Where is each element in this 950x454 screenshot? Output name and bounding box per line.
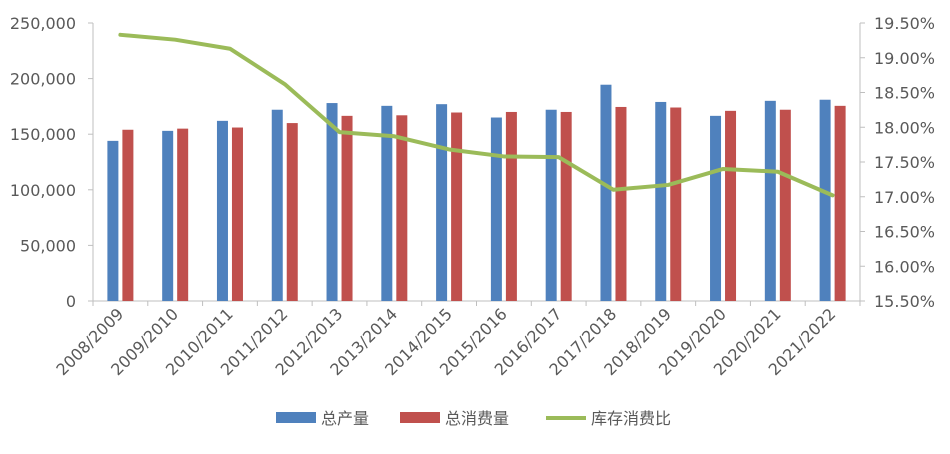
- bar-consumption: [451, 112, 463, 302]
- line-point: [229, 48, 231, 50]
- line-point: [119, 34, 121, 36]
- y-right-tick-label: 18.50%: [874, 84, 935, 103]
- line-point: [667, 184, 669, 186]
- line-point: [558, 156, 560, 158]
- legend-label-1: 总消费量: [445, 409, 509, 428]
- bar-production: [381, 105, 393, 302]
- y-right-tick-label: 16.00%: [874, 257, 935, 276]
- line-point: [448, 148, 450, 150]
- line-point: [722, 168, 724, 170]
- y-left-tick-label: 0: [66, 292, 76, 311]
- y-right-tick-label: 16.50%: [874, 223, 935, 242]
- bar-production: [710, 115, 722, 302]
- bar-consumption: [560, 111, 572, 302]
- bar-production: [764, 100, 776, 301]
- bar-consumption: [505, 111, 517, 302]
- bar-production: [271, 109, 283, 302]
- bar-consumption: [670, 107, 682, 302]
- y-left-tick-label: 250,000: [10, 14, 76, 33]
- line-point: [174, 39, 176, 41]
- y-right-tick-label: 17.00%: [874, 188, 935, 207]
- bar-consumption: [286, 123, 298, 301]
- bar-consumption: [341, 115, 353, 302]
- line-point: [339, 131, 341, 133]
- bar-production: [107, 140, 119, 301]
- y-left-tick-label: 100,000: [10, 181, 76, 200]
- line-stock-ratio: [118, 32, 835, 198]
- line-point: [612, 189, 614, 191]
- line-point: [832, 194, 834, 196]
- bar-production: [326, 103, 338, 302]
- bar-production: [216, 120, 228, 301]
- bar-production: [600, 84, 612, 301]
- line-point: [777, 171, 779, 173]
- line-point: [503, 155, 505, 157]
- y-right-tick-label: 19.50%: [874, 14, 935, 33]
- bar-production: [655, 101, 667, 302]
- legend-swatch-0: [276, 412, 316, 423]
- y-left-tick-label: 150,000: [10, 125, 76, 144]
- y-right-tick-label: 18.00%: [874, 118, 935, 137]
- bar-consumption: [834, 105, 846, 302]
- bar-consumption: [615, 106, 627, 302]
- bar-consumption: [779, 109, 791, 302]
- bar-consumption: [396, 115, 408, 302]
- bar-consumption: [122, 129, 134, 301]
- line-point: [284, 83, 286, 85]
- legend-swatch-1: [400, 412, 440, 423]
- y-left-tick-label: 200,000: [10, 70, 76, 89]
- legend-label-2: 库存消费比: [591, 409, 671, 428]
- line-point: [393, 135, 395, 137]
- bar-consumption: [177, 128, 189, 301]
- bar-production: [490, 117, 502, 302]
- y-right-tick-label: 15.50%: [874, 292, 935, 311]
- y-right-tick-label: 17.50%: [874, 153, 935, 172]
- bar-production: [436, 104, 448, 302]
- bar-consumption: [231, 127, 243, 301]
- y-right-tick-label: 19.00%: [874, 49, 935, 68]
- y-left-tick-label: 50,000: [20, 236, 76, 255]
- bar-consumption: [725, 110, 737, 302]
- legend-label-0: 总产量: [321, 409, 369, 428]
- bar-production: [545, 109, 557, 302]
- bar-production: [819, 99, 831, 301]
- bar-production: [162, 130, 174, 301]
